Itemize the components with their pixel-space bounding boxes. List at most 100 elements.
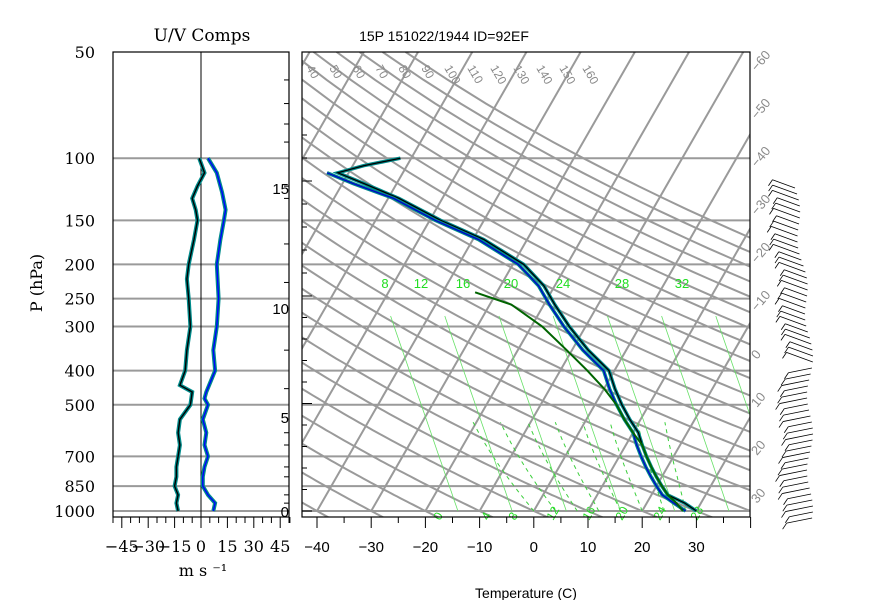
bottom-isotherm-label: 12 [543,504,562,523]
wind-barb [783,475,808,482]
wind-barb-feather [771,202,777,210]
mixing-ratio-label: 16 [456,276,470,291]
wind-barb [787,493,812,500]
uv-series [172,157,228,512]
dry-adiabat [302,219,750,452]
dry-adiabat-label: 150 [556,63,578,88]
isotherm [641,321,750,512]
isotherm [0,52,147,511]
moist-adiabat [554,422,600,512]
moist-adiabat [664,422,687,512]
isotherm [532,132,750,512]
skewt-x-ticks: −40 −30 −20 −10 0 10 20 30 [289,517,752,556]
wind-barb [784,385,808,392]
wind-barb [781,379,810,386]
wind-barb [784,457,809,464]
isotherm [302,52,528,445]
isotherm [805,52,887,511]
uv-x-axis-label: m s ⁻¹ [179,561,227,580]
mixing-ratio-label: 28 [615,276,629,291]
uv-series-halo [200,157,228,512]
wind-barb-feather [778,305,783,312]
wind-barb [781,280,808,291]
pressure-tick-label: 300 [64,318,95,337]
wind-barb [788,346,814,357]
wind-barb [788,421,812,428]
wind-barb-feather [768,244,774,251]
skewt-background [0,52,887,517]
wind-barb-feather [780,378,786,386]
uv-series-line [173,157,206,512]
temperature-tick-label: 20 [634,539,651,556]
isotherm-label: −20 [748,239,774,266]
height-km-ticks: 0 5 10 15 [272,134,312,521]
wind-barb-feather [782,504,788,512]
isotherm [302,52,474,351]
wind-barb [778,298,806,309]
wind-barb [781,463,808,470]
wind-barb-feather [774,298,780,305]
isotherm [749,510,750,511]
isotherm [424,52,690,512]
height-tick-label: 10 [272,301,289,318]
dry-adiabat [302,387,550,517]
moist-adiabat [472,421,535,512]
wind-barb [785,433,814,440]
wind-barb-feather [778,457,783,464]
isotherm [302,52,419,257]
dry-adiabat-label: 80 [395,63,414,82]
dry-adiabat [302,442,440,517]
wind-barb-feather [777,396,782,404]
wind-barb [784,403,808,410]
uv-x-tick-label: 30 [244,537,264,556]
wind-barb [773,220,799,231]
mixing-ratio-line [661,315,730,512]
wind-barb [779,397,808,404]
bottom-isotherm-label: 20 [612,504,631,523]
wind-barb-feather [777,468,783,476]
height-tick-label: 15 [272,181,289,198]
dry-adiabat-label: 130 [510,63,532,88]
wind-barb [773,208,800,219]
mixing-ratio-label: 12 [414,276,428,291]
isotherm-label: 10 [748,389,769,410]
wind-barb-feather [777,292,783,300]
wind-barb [781,292,807,303]
mixing-ratio-line [715,315,750,417]
pressure-tick-label: 850 [64,477,95,496]
isotherm [478,52,745,512]
wind-barb [773,244,800,255]
pressure-tick-label: 400 [64,362,95,381]
wind-barb-feather [779,480,785,487]
wind-barb [788,367,813,374]
wind-barb [785,445,812,452]
wind-barb [779,316,807,327]
isotherm-label: 20 [748,437,769,458]
wind-barb-feather [778,421,784,428]
wind-barb [782,487,810,494]
dry-adiabat [302,311,715,517]
wind-barb-feather [783,426,789,433]
dry-adiabat-label: 110 [464,63,486,87]
wind-barb-feather [781,450,787,458]
wind-barb-feather [779,408,785,415]
mixing-ratio-line [390,315,459,512]
dry-adiabat-label: 140 [533,63,555,88]
wind-barb [782,415,811,422]
mixing-ratio-line [498,315,567,512]
dry-adiabat [302,116,750,363]
moist-adiabat [500,421,556,512]
wind-barb [771,226,798,237]
wind-barb [777,197,800,207]
isotherm [316,52,582,512]
skewt-panel-frame [301,51,751,518]
wind-barb-feather [785,341,791,348]
mixing-ratio-line [444,315,513,512]
dry-adiabat [302,287,750,512]
wind-barb [775,202,801,213]
wind-barb-feather [778,486,784,494]
height-tick-label: 0 [281,504,289,521]
isotherm [695,415,750,512]
temperature-tick-label: 30 [688,539,705,556]
temperature-tick-label: −20 [413,539,438,556]
